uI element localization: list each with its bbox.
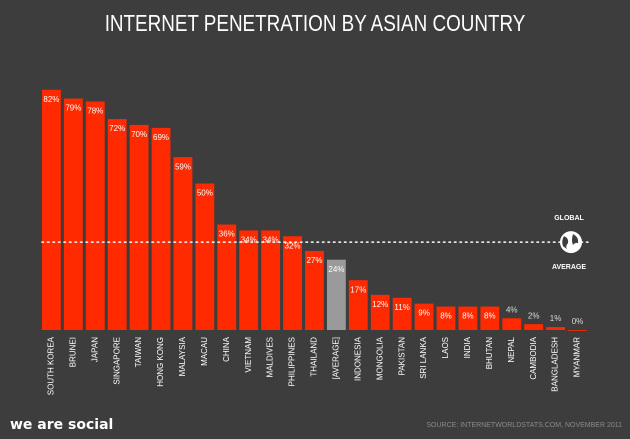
value-label: 9% xyxy=(418,309,430,318)
bar xyxy=(568,330,587,331)
bar xyxy=(217,224,237,330)
bar xyxy=(195,183,215,330)
value-label: 8% xyxy=(484,312,496,321)
value-label: 24% xyxy=(328,265,344,274)
bar xyxy=(42,89,61,330)
x-tick-label: TAIWAN xyxy=(134,337,143,367)
brand: we are social xyxy=(10,417,113,433)
bar xyxy=(546,327,566,330)
bar xyxy=(63,98,83,330)
bar xyxy=(392,297,412,330)
value-label: 8% xyxy=(462,312,474,321)
x-tick-label: INDONESIA xyxy=(353,336,362,381)
x-tick-label: CHINA xyxy=(222,336,231,362)
source: SOURCE: INTERNETWORLDSTATS.COM, NOVEMBER… xyxy=(426,422,622,429)
x-tick-label: HONG KONG xyxy=(156,337,165,387)
x-tick-label: MALDIVES xyxy=(266,337,275,377)
value-label: 11% xyxy=(394,303,409,312)
x-tick-label: VIETNAM xyxy=(244,337,253,373)
chart-title: INTERNET PENETRATION BY ASIAN COUNTRY xyxy=(105,11,526,36)
bar xyxy=(458,306,478,330)
x-tick-label: PHILIPPINES xyxy=(288,337,297,386)
bar xyxy=(524,324,544,330)
x-tick-label: SOUTH KOREA xyxy=(47,336,56,395)
bar xyxy=(480,306,500,330)
x-tick-label: CAMBODIA xyxy=(529,336,538,379)
bar xyxy=(436,306,456,330)
x-tick-label: BANGLADESH xyxy=(551,337,560,392)
bar xyxy=(283,236,302,330)
value-label: 72% xyxy=(109,124,125,133)
x-tick-label: MACAU xyxy=(200,337,209,366)
value-label: 82% xyxy=(43,95,59,104)
value-label: 70% xyxy=(131,130,147,139)
x-tick-label: SRI LANKA xyxy=(419,336,428,378)
x-tick-label: THAILAND xyxy=(310,337,319,377)
value-label: 0% xyxy=(572,317,584,326)
bar xyxy=(173,157,193,330)
value-label: 32% xyxy=(285,241,301,250)
value-label: 79% xyxy=(65,104,81,113)
x-tick-label: [AVERAGE] xyxy=(331,337,340,380)
bar xyxy=(151,127,171,330)
x-tick-label: PAKISTAN xyxy=(397,337,406,376)
value-label: 8% xyxy=(440,312,452,321)
bar xyxy=(502,318,522,330)
x-tick-label: MYANMAR xyxy=(573,337,582,378)
bar xyxy=(107,119,127,330)
x-tick-label: JAPAN xyxy=(90,337,99,362)
x-tick-label: SINGAPORE xyxy=(112,337,121,385)
x-tick-label: INDIA xyxy=(463,336,472,358)
value-label: 17% xyxy=(350,285,366,294)
reference-label: GLOBAL xyxy=(554,215,584,222)
x-tick-label: BRUNEI xyxy=(68,337,77,367)
x-tick-label: NEPAL xyxy=(507,336,516,362)
value-label: 1% xyxy=(550,314,562,323)
value-label: 27% xyxy=(306,256,322,265)
x-tick-label: MONGOLIA xyxy=(375,336,384,380)
value-label: 78% xyxy=(87,107,103,116)
bar xyxy=(239,230,259,330)
value-label: 50% xyxy=(197,189,213,198)
bar xyxy=(414,303,434,330)
bar xyxy=(370,294,390,330)
value-label: 12% xyxy=(372,300,388,309)
globe-continents xyxy=(562,234,579,250)
value-label: 34% xyxy=(263,236,279,245)
value-label: 4% xyxy=(506,305,518,314)
reference-label: AVERAGE xyxy=(552,264,586,271)
value-label: 36% xyxy=(219,230,235,239)
bar xyxy=(261,230,281,330)
x-tick-label: LAOS xyxy=(441,337,450,358)
bar xyxy=(305,250,324,330)
bar xyxy=(348,280,368,330)
value-label: 69% xyxy=(153,133,169,142)
value-label: 34% xyxy=(241,236,257,245)
bar xyxy=(326,259,346,330)
x-tick-label: BHUTAN xyxy=(485,337,494,370)
value-label: 59% xyxy=(175,162,191,171)
value-label: 2% xyxy=(528,311,540,320)
bar xyxy=(85,101,105,330)
x-tick-label: MALAYSIA xyxy=(178,336,187,376)
bar xyxy=(129,124,149,330)
